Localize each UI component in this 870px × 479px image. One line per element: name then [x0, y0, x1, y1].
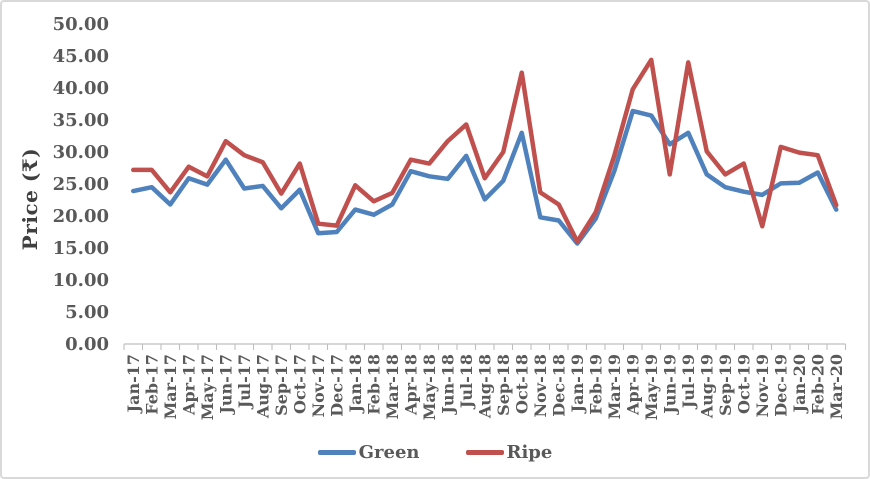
x-tick-label: Nov-18	[531, 354, 550, 418]
x-tick-label: Jun-17	[216, 354, 235, 416]
y-tick-label: 35.00	[53, 110, 109, 131]
x-tick-label: Jan-18	[346, 354, 365, 414]
x-tick-label: Jul-17	[235, 354, 254, 410]
y-tick-label: 40.00	[53, 78, 109, 99]
x-tick-label: Feb-18	[364, 354, 383, 415]
series-line-ripe[interactable]	[131, 57, 839, 244]
x-tick-label: Sep-17	[272, 354, 291, 416]
x-tick-label: Dec-18	[549, 354, 568, 417]
x-tick-label: Jun-18	[438, 354, 457, 416]
x-tick-label: Dec-19	[771, 354, 790, 417]
x-tick-label: Feb-19	[586, 354, 605, 415]
x-tick-label: Feb-17	[142, 354, 161, 415]
x-tick-label: Nov-17	[309, 354, 328, 418]
y-tick-label: 10.00	[53, 270, 109, 291]
x-tick-label: Aug-17	[253, 354, 272, 419]
x-tick-label: Apr-18	[401, 354, 420, 416]
y-tick-label: 30.00	[53, 142, 109, 163]
legend-item-ripe[interactable]: Ripe	[465, 442, 553, 463]
green-series-label: Green	[358, 442, 420, 463]
x-tick-label: Oct-17	[290, 354, 309, 414]
y-tick-label: 0.00	[65, 334, 109, 355]
x-tick-label: Aug-18	[475, 354, 494, 419]
x-tick-label: Jul-19	[679, 354, 698, 410]
green-series-swatch	[317, 450, 356, 455]
x-tick-label: Mar-17	[161, 354, 180, 419]
x-tick-label: May-17	[198, 354, 217, 420]
x-tick-label: Oct-18	[512, 354, 531, 414]
x-tick-label: Jan-19	[568, 354, 587, 414]
y-axis-title: Price (₹)	[18, 147, 42, 251]
series-line-green[interactable]	[131, 108, 839, 246]
x-tick-label: Apr-17	[179, 354, 198, 416]
y-tick-label: 5.00	[65, 302, 109, 323]
x-tick-label: May-19	[642, 354, 661, 420]
y-tick-label: 25.00	[53, 174, 109, 195]
x-tick-label: Feb-20	[808, 354, 827, 415]
x-tick-label: May-18	[420, 354, 439, 420]
x-tick-label: Mar-18	[383, 354, 402, 419]
legend-item-green[interactable]: Green	[317, 442, 420, 463]
ripe-series-label: Ripe	[506, 442, 553, 463]
x-tick-label: Sep-18	[494, 354, 513, 416]
x-tick-label: Nov-19	[753, 354, 772, 418]
x-tick-label: Aug-19	[697, 354, 716, 419]
y-tick-label: 50.00	[53, 14, 109, 35]
x-tick-label: Jan-20	[790, 354, 809, 414]
x-tick-label: Jun-19	[660, 354, 679, 416]
chart-legend: Green Ripe	[2, 442, 868, 463]
y-tick-label: 20.00	[53, 206, 109, 227]
x-tick-label: Apr-19	[623, 354, 642, 416]
x-tick-label: Mar-19	[605, 354, 624, 419]
x-tick-label: Jan-17	[124, 354, 143, 414]
x-tick-label: Dec-17	[327, 354, 346, 417]
x-tick-label: Oct-19	[734, 354, 753, 414]
x-tick-label: Sep-19	[716, 354, 735, 416]
x-tick-label: Jul-18	[457, 354, 476, 410]
y-tick-label: 15.00	[53, 238, 109, 259]
y-tick-label: 45.00	[53, 46, 109, 67]
x-tick-label: Mar-20	[827, 354, 846, 419]
ripe-series-swatch	[465, 450, 504, 455]
